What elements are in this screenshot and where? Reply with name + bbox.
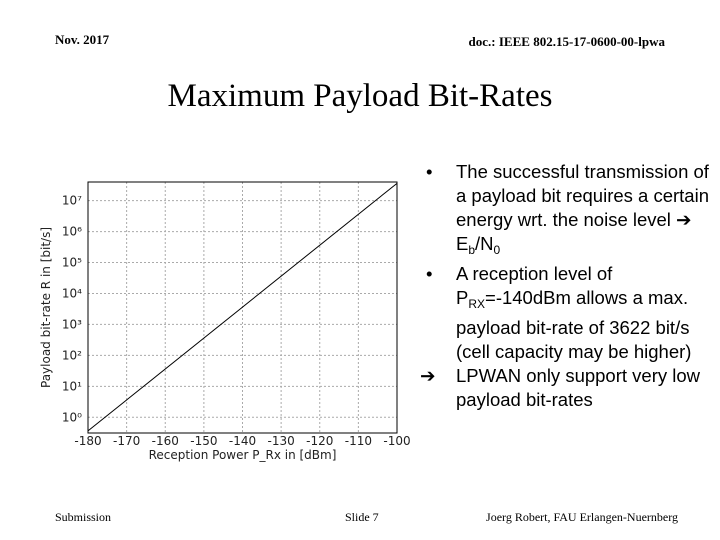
- y-tick-label: 10⁶: [62, 225, 82, 239]
- x-tick-label: -110: [345, 434, 372, 448]
- bullet-marker: •: [426, 161, 433, 182]
- x-tick-label: -100: [383, 434, 410, 448]
- x-tick-label: -160: [152, 434, 179, 448]
- footer-center: Slide 7: [345, 510, 379, 524]
- footer-right: Joerg Robert, FAU Erlangen-Nuernberg: [486, 510, 678, 524]
- y-axis-label: Payload bit-rate R in [bit/s]: [39, 227, 53, 388]
- x-tick-label: -140: [229, 434, 256, 448]
- slide-title: Maximum Payload Bit-Rates: [167, 78, 553, 114]
- x-tick-label: -170: [113, 434, 140, 448]
- date: Nov. 2017: [55, 32, 110, 47]
- plot-frame: [87, 181, 398, 434]
- y-tick-label: 10³: [62, 317, 82, 331]
- x-tick-label: -120: [306, 434, 333, 448]
- text: LPWAN only support very low payload bit-…: [456, 365, 701, 410]
- bullet-arrow: ➔: [420, 365, 436, 386]
- chart: -180 -170 -160 -150 -140 -130 -120 -110 -100 10⁰ 1…: [39, 181, 411, 462]
- y-tick-label: 10²: [62, 348, 82, 362]
- y-tick-label: 10⁷: [62, 194, 82, 208]
- text: b: [468, 243, 476, 257]
- x-axis-label: Reception Power P_Rx in [dBm]: [149, 448, 337, 462]
- bullet-list: • The successful transmission of a payloa…: [420, 160, 710, 412]
- y-tick-label: 10⁴: [62, 286, 82, 300]
- text: RX: [468, 297, 486, 311]
- y-tick-label: 10⁰: [62, 410, 82, 424]
- text: 0: [493, 243, 501, 257]
- doc-id: doc.: IEEE 802.15-17-0600-00-lpwa: [468, 34, 665, 49]
- text: A reception level of P: [456, 263, 613, 308]
- x-tick-label: -150: [190, 434, 217, 448]
- y-tick-label: 10¹: [62, 379, 82, 393]
- y-tick-label: 10⁵: [62, 256, 82, 270]
- x-tick-label: -130: [268, 434, 295, 448]
- text: The successful transmission of a payload…: [456, 161, 709, 254]
- footer-left: Submission: [55, 510, 112, 524]
- bullet: • The successful transmission of a payloa…: [420, 160, 710, 262]
- data-line: [87, 182, 398, 432]
- bullet: ➔ LPWAN only support very low payload bit…: [420, 364, 710, 412]
- text: =-140dBm allows a max. payload bit-rate …: [456, 287, 692, 362]
- bullet-marker: •: [426, 263, 433, 284]
- text: /N: [475, 233, 494, 254]
- x-tick-label: -180: [74, 434, 101, 448]
- bullet: • A reception level of PRX=-140dBm allows…: [420, 262, 710, 364]
